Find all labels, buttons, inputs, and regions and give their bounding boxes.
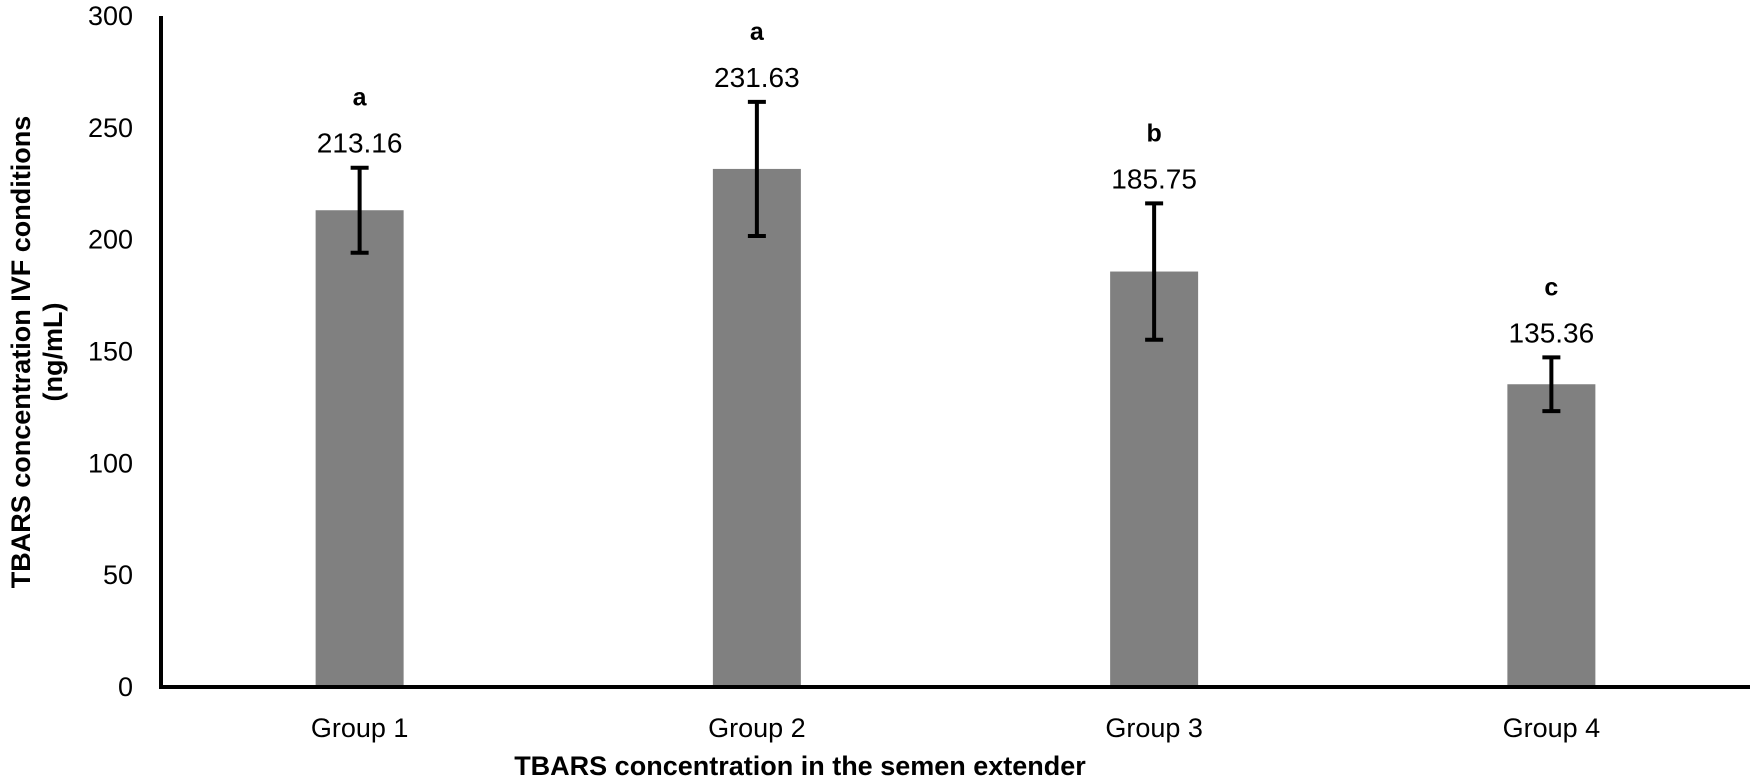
x-axis-categories: Group 1 Group 2 Group 3 Group 4 xyxy=(311,713,1600,743)
y-tick-label: 300 xyxy=(88,1,133,31)
bar-group: 185.75 b xyxy=(1110,119,1199,687)
y-axis-ticks: 0 50 100 150 200 250 300 xyxy=(88,1,133,702)
x-category-label: Group 4 xyxy=(1503,713,1601,743)
value-label: 185.75 xyxy=(1111,163,1197,194)
value-label: 231.63 xyxy=(714,62,800,93)
value-label: 213.16 xyxy=(317,128,403,159)
y-tick-label: 50 xyxy=(103,560,133,590)
bar-group: 231.63 a xyxy=(712,18,801,687)
y-tick-label: 250 xyxy=(88,113,133,143)
bar xyxy=(712,168,801,687)
y-tick-label: 100 xyxy=(88,448,133,478)
y-tick-label: 150 xyxy=(88,337,133,367)
axes xyxy=(159,16,1750,689)
bar xyxy=(1507,384,1596,687)
significance-letter: a xyxy=(750,18,765,46)
x-category-label: Group 2 xyxy=(708,713,806,743)
significance-letter: b xyxy=(1146,119,1161,147)
bars: 213.16 a 231.63 a 185.75 b 135.36 c xyxy=(315,18,1596,688)
bar xyxy=(315,210,404,688)
bar-group: 135.36 c xyxy=(1507,273,1596,687)
y-axis-title-line-2: (ng/mL) xyxy=(38,303,68,402)
value-label: 135.36 xyxy=(1509,317,1595,348)
bar-group: 213.16 a xyxy=(315,84,404,688)
significance-letter: c xyxy=(1544,273,1558,301)
significance-letter: a xyxy=(353,84,368,112)
y-tick-label: 0 xyxy=(118,672,133,702)
y-axis-title-line-1: TBARS concentration IVF conditions xyxy=(6,116,36,589)
x-category-label: Group 3 xyxy=(1105,713,1203,743)
y-tick-label: 200 xyxy=(88,225,133,255)
x-axis-title: TBARS concentration in the semen extende… xyxy=(514,751,1086,781)
x-category-label: Group 1 xyxy=(311,713,409,743)
y-axis-title: TBARS concentration IVF conditions (ng/m… xyxy=(6,116,68,589)
